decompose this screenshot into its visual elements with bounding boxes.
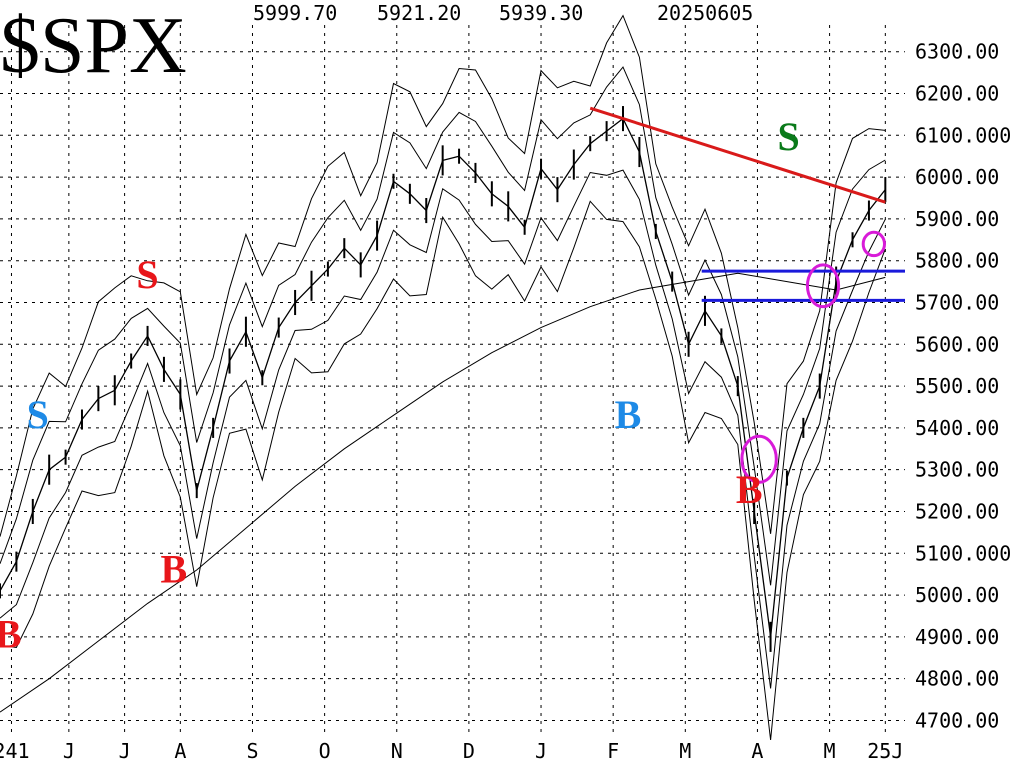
magenta-highlight-circle <box>805 263 841 309</box>
y-tick-label: 5300.00 <box>915 458 999 482</box>
chart-title: $SPX <box>0 2 187 90</box>
y-tick-label: 6200.00 <box>915 82 999 106</box>
envelope-band-line <box>0 169 886 689</box>
y-tick-label: 5700.00 <box>915 290 999 314</box>
y-tick-label: 6300.00 <box>915 40 999 64</box>
buy-signal-label: B <box>0 611 22 656</box>
sell-signal-label: S <box>27 392 49 437</box>
price-series <box>0 106 887 652</box>
envelope-band-line <box>0 200 886 740</box>
magenta-highlight-circle <box>740 434 778 484</box>
x-tick-label: J <box>535 739 547 763</box>
buy-signal-label: B <box>160 547 187 592</box>
x-axis-ticks: 241 J J A S O N D J F M A M 25J <box>0 739 903 763</box>
header-value: 5921.20 <box>377 1 461 25</box>
x-tick-label: J <box>119 739 131 763</box>
y-tick-label: 5500.00 <box>915 374 999 398</box>
y-axis-ticks: 6300.00 6200.00 6100.000 6000.00 5900.00 5800… <box>915 40 1011 733</box>
sell-signal-label: S <box>777 114 799 159</box>
y-tick-label: 5600.00 <box>915 332 999 356</box>
magenta-highlight-circle <box>861 230 887 258</box>
header-value: 5939.30 <box>499 1 583 25</box>
y-tick-label: 5900.00 <box>915 207 999 231</box>
y-tick-label: 5800.00 <box>915 249 999 273</box>
y-tick-label: 4700.00 <box>915 708 999 732</box>
x-tick-label: N <box>391 739 403 763</box>
sell-signal-label: S <box>136 252 158 297</box>
y-tick-label: 6100.000 <box>915 123 1011 147</box>
moving-average-line <box>0 272 886 713</box>
y-tick-label: 5400.00 <box>915 416 999 440</box>
envelope-band-line <box>0 14 886 537</box>
envelope-bands <box>0 14 886 740</box>
x-tick-label: A <box>751 739 763 763</box>
red-trendline <box>589 106 886 204</box>
envelope-band-line <box>0 66 886 586</box>
x-tick-label: O <box>319 739 331 763</box>
x-tick-label: J <box>63 739 75 763</box>
x-tick-label: F <box>607 739 619 763</box>
x-tick-label: A <box>174 739 186 763</box>
y-tick-label: 5200.00 <box>915 499 999 523</box>
annotations <box>589 106 905 484</box>
signal-labels: B S S B B B S <box>0 114 800 656</box>
x-tick-label: S <box>246 739 258 763</box>
y-tick-label: 6000.00 <box>915 165 999 189</box>
header-value: 5999.70 <box>253 1 337 25</box>
buy-signal-label: B <box>615 392 642 437</box>
y-tick-label: 5000.00 <box>915 583 999 607</box>
moving-average-series <box>0 272 886 713</box>
x-tick-label: M <box>824 739 836 763</box>
x-tick-label: M <box>679 739 691 763</box>
gridlines <box>0 25 905 733</box>
buy-signal-label: B <box>736 467 763 512</box>
x-tick-label: 25J <box>867 739 903 763</box>
header-value: 20250605 <box>657 1 753 25</box>
y-tick-label: 5100.000 <box>915 541 1011 565</box>
header-values: 5999.70 5921.20 5939.30 20250605 <box>253 1 753 25</box>
y-tick-label: 4900.00 <box>915 625 999 649</box>
x-tick-label: D <box>463 739 475 763</box>
y-tick-label: 4800.00 <box>915 667 999 691</box>
x-tick-label: 241 <box>0 739 30 763</box>
